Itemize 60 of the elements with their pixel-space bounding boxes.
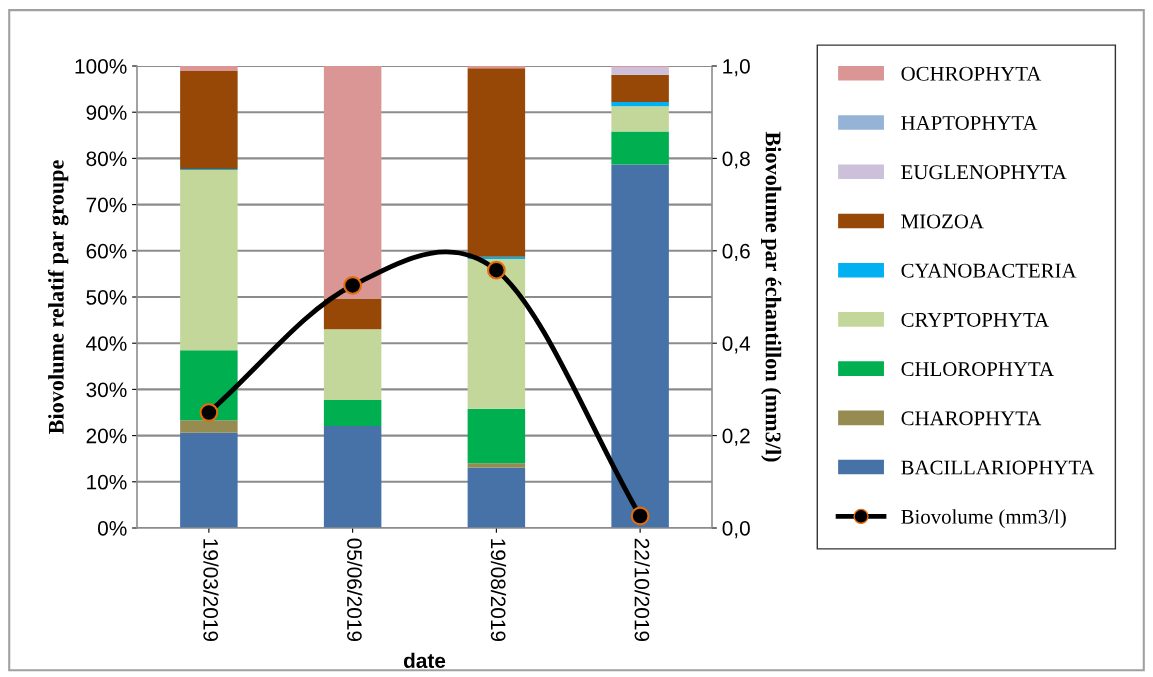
y-tick-label: 0% [97, 521, 127, 536]
bar [467, 467, 526, 528]
x-tick-label: 19/08/2019 [490, 539, 507, 641]
y2-tick-label: 1,0 [723, 59, 750, 77]
x-tick-label: 19/03/2019 [203, 539, 219, 641]
y2-tick-label: 0,4 [722, 336, 751, 354]
y-tick-label: 50% [86, 290, 127, 305]
y2-tick-label: 0,6 [722, 243, 750, 262]
y-tick-label: 90% [86, 105, 127, 120]
legend-label: BACILLARIOPHYTA [901, 460, 1095, 475]
y-tick-label: 80% [86, 151, 127, 167]
bar [180, 350, 238, 421]
y-tick-label: 10% [87, 474, 127, 490]
y2-tick-label: 0,2 [722, 428, 750, 446]
bar [611, 131, 669, 165]
bar [611, 102, 669, 107]
legend-label: MIOZOA [901, 214, 984, 229]
point [630, 506, 650, 526]
bar [180, 71, 238, 170]
bar [467, 408, 526, 464]
y2-axis-title: Biovolume par échantillon (mm3/l) [761, 131, 782, 462]
legend-label: CHLOROPHYTA [901, 362, 1054, 377]
legend-label: OCHROPHYTA [901, 66, 1042, 81]
bar [611, 74, 669, 103]
bar [611, 106, 669, 132]
y-tick-label: 40% [86, 336, 127, 351]
y-tick-label: 60% [86, 243, 127, 259]
bar [323, 400, 382, 426]
x-axis-title: date [403, 652, 446, 669]
bar [323, 66, 382, 299]
bar [323, 425, 382, 528]
bar [611, 164, 669, 528]
point [487, 260, 506, 280]
y2-tick-label: 0,8 [722, 151, 750, 169]
point [199, 403, 219, 422]
bar [467, 68, 526, 257]
bar [323, 298, 382, 330]
legend-label: EUGLENOPHYTA [901, 165, 1067, 180]
bar [611, 66, 669, 75]
x-tick-label: 05/06/2019 [347, 538, 363, 641]
legend-label: CYANOBACTERIA [901, 263, 1077, 278]
bar [323, 329, 382, 401]
y-tick-label: 20% [86, 428, 127, 444]
bar [180, 66, 238, 72]
bar [180, 169, 238, 351]
point [343, 276, 362, 295]
y-tick-label: 100% [75, 59, 127, 74]
legend-label: HAPTOPHYTA [901, 115, 1038, 130]
y-axis-title: Biovolume relatif par groupe [47, 160, 69, 434]
bar [180, 432, 238, 528]
bar [180, 420, 238, 433]
y2-tick-label: 0,0 [722, 521, 750, 539]
y-tick-label: 70% [86, 197, 127, 213]
legend-label: CRYPTOPHYTA [901, 312, 1049, 327]
x-tick-label: 22/10/2019 [634, 538, 650, 641]
legend-label: Biovolume (mm3/l) [901, 509, 1066, 529]
y-tick-label: 30% [86, 382, 127, 398]
bar [467, 463, 526, 468]
legend-label: CHAROPHYTA [901, 411, 1042, 426]
bar [467, 259, 526, 409]
